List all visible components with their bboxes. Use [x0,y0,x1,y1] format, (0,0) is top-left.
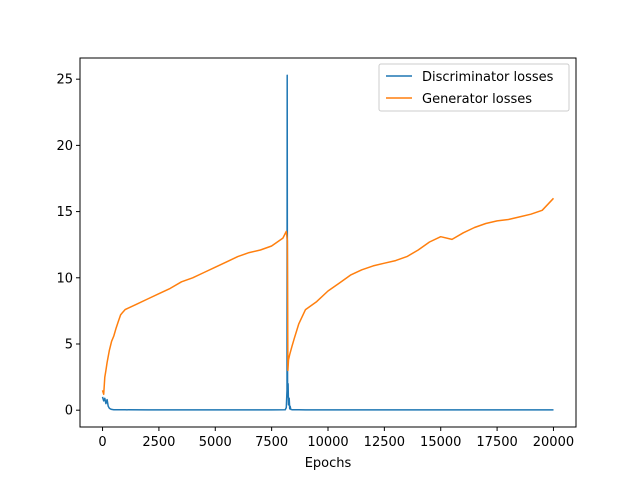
plot-frame [79,57,577,428]
legend-label-discriminator: Discriminator losses [422,70,554,85]
legend-label-generator: Generator losses [422,92,532,107]
x-tick-label: 12500 [364,435,405,450]
x-tick-label: 5000 [199,435,232,450]
x-axis-label: Epochs [305,456,352,471]
x-tick-label: 17500 [476,435,517,450]
x-tick-label: 20000 [533,435,574,450]
series-line-generator [101,197,555,396]
x-tick-label: 0 [98,435,106,450]
legend-box [378,63,570,112]
x-axis-ticks: 0 2500 5000 7500 10000 12500 15000 17500 20000 [98,427,574,450]
y-tick-label: 15 [56,205,73,220]
x-tick-label: 15000 [420,435,461,450]
x-tick-label: 7500 [255,435,288,450]
series-lines [101,74,555,411]
y-tick-label: 10 [56,271,73,286]
x-tick-label: 10000 [307,435,348,450]
y-tick-label: 5 [65,337,73,352]
y-axis-ticks: 0 5 10 15 20 25 [56,73,80,419]
x-tick-label: 2500 [142,435,175,450]
legend: Discriminator losses Generator losses [378,63,570,112]
y-tick-label: 25 [56,73,73,88]
y-tick-label: 0 [65,404,73,419]
y-tick-label: 20 [56,139,73,154]
series-line-discriminator [101,74,554,411]
